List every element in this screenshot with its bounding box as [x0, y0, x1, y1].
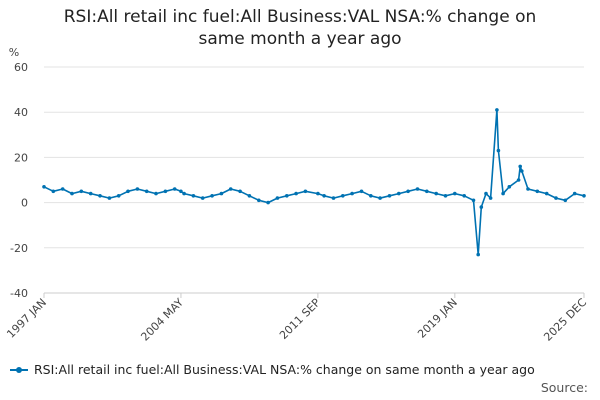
data-point	[516, 178, 521, 182]
data-point	[415, 187, 420, 191]
data-point	[144, 189, 149, 194]
data-point	[518, 164, 522, 169]
data-point	[257, 198, 261, 203]
data-point	[210, 194, 214, 198]
legend-swatch	[10, 365, 28, 375]
data-point	[60, 187, 65, 191]
data-point	[79, 189, 84, 194]
data-point	[520, 169, 524, 173]
data-point	[496, 148, 501, 153]
y-tick-label: 60	[14, 61, 28, 74]
data-point	[387, 194, 392, 198]
x-tick-label: 2025 DEC	[541, 296, 589, 344]
data-point	[350, 191, 354, 196]
data-point	[191, 194, 196, 198]
series-line	[43, 109, 585, 256]
y-tick-label: 0	[21, 197, 28, 210]
data-point	[200, 196, 205, 200]
data-point	[294, 191, 298, 196]
y-tick-label: -20	[10, 242, 28, 255]
chart-title: RSI:All retail inc fuel:All Business:VAL…	[63, 7, 537, 49]
data-point	[247, 194, 252, 198]
data-point	[476, 252, 481, 257]
data-point	[163, 189, 168, 194]
data-point	[182, 191, 186, 196]
data-point	[453, 191, 457, 196]
data-point	[582, 194, 586, 198]
legend-label: RSI:All retail inc fuel:All Business:VAL…	[34, 362, 535, 377]
data-point	[88, 191, 93, 196]
data-point	[179, 189, 183, 194]
data-point	[266, 200, 270, 205]
data-point	[70, 191, 74, 196]
data-point	[488, 196, 493, 200]
data-point	[563, 198, 568, 203]
y-axis-label: %	[9, 46, 19, 59]
data-point	[443, 194, 448, 198]
data-point	[378, 196, 382, 200]
data-point	[126, 189, 130, 194]
data-point	[135, 187, 140, 191]
data-point	[107, 196, 112, 200]
data-point	[484, 191, 488, 196]
y-tick-label: 20	[14, 151, 28, 164]
data-point	[331, 196, 336, 200]
x-tick-label: 2011 SEP	[277, 296, 323, 342]
data-point	[434, 191, 439, 196]
data-point	[303, 189, 308, 194]
legend[interactable]: RSI:All retail inc fuel:All Business:VAL…	[10, 362, 535, 377]
data-point	[285, 194, 289, 198]
data-point	[275, 196, 280, 200]
x-tick-label: 2004 MAY	[138, 296, 186, 344]
data-point	[495, 108, 499, 112]
data-point	[554, 196, 558, 200]
data-point	[471, 198, 476, 203]
data-point	[526, 187, 530, 191]
series-layer	[42, 108, 586, 257]
data-point	[479, 205, 484, 209]
data-point	[341, 194, 345, 198]
data-point	[572, 191, 577, 196]
data-point	[228, 187, 233, 191]
data-point	[406, 189, 410, 194]
data-point	[42, 185, 46, 189]
source-label: Source:	[540, 380, 588, 395]
x-tick-label: 1997 JAN	[4, 296, 49, 341]
data-point	[359, 189, 364, 194]
data-point	[507, 185, 512, 189]
data-point	[322, 194, 326, 198]
y-tick-label: 40	[14, 106, 28, 119]
data-point	[98, 194, 102, 198]
data-point	[501, 191, 505, 196]
data-point	[219, 191, 224, 196]
x-tick-label: 2019 JAN	[415, 296, 460, 341]
data-point	[397, 191, 401, 196]
data-point	[116, 194, 121, 198]
data-point	[535, 189, 540, 194]
data-point	[154, 191, 158, 196]
data-point	[425, 189, 429, 194]
data-point	[462, 194, 467, 198]
data-point	[369, 194, 373, 198]
data-point	[51, 189, 56, 194]
data-point	[316, 191, 320, 196]
grid	[44, 66, 584, 294]
data-point	[238, 189, 242, 194]
data-point	[544, 191, 549, 196]
y-tick-label: -40	[10, 287, 28, 300]
data-point	[172, 187, 177, 191]
